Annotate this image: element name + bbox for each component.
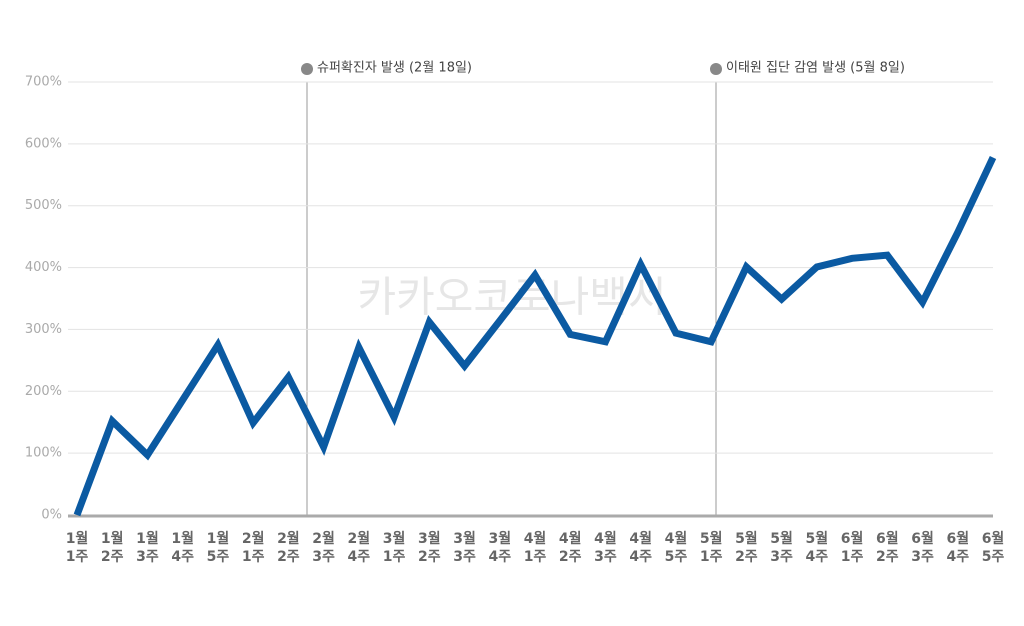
x-tick-label: 6월 1주 [840, 531, 864, 565]
x-tick-label: 4월 3주 [594, 531, 617, 565]
x-tick-label: 6월 5주 [981, 531, 1005, 565]
y-tick-label: 300% [25, 322, 62, 337]
x-tick-label: 1월 4주 [171, 531, 194, 565]
x-tick-label: 2월 4주 [347, 531, 371, 565]
x-tick-label: 6월 3주 [911, 531, 934, 565]
x-tick-label: 1월 1주 [65, 531, 89, 565]
annotation: 슈퍼확진자 발생 (2월 18일) [317, 61, 472, 76]
y-tick-label: 200% [25, 384, 62, 399]
x-tick-label: 4월 1주 [523, 531, 547, 565]
x-tick-label: 5월 3주 [770, 531, 793, 565]
y-tick-label: 100% [25, 446, 62, 461]
x-tick-label: 4월 2주 [558, 531, 582, 565]
x-tick-label: 1월 2주 [100, 531, 124, 565]
pin-icon [710, 63, 722, 75]
y-tick-label: 500% [25, 198, 62, 213]
y-tick-label: 400% [25, 260, 62, 275]
x-tick-label: 5월 1주 [699, 531, 723, 565]
x-tick-label: 2월 2주 [277, 531, 300, 565]
x-tick-label: 3월 2주 [417, 531, 441, 565]
x-tick-label: 2월 3주 [312, 531, 335, 565]
x-tick-label: 3월 3주 [453, 531, 476, 565]
data-line [73, 155, 997, 517]
x-tick-label: 4월 5주 [664, 531, 688, 565]
y-tick-label: 700% [25, 75, 62, 90]
x-tick-label: 1월 3주 [136, 531, 159, 565]
y-tick-label: 0% [41, 508, 62, 523]
x-tick-label: 3월 1주 [382, 531, 406, 565]
pin-icon [301, 63, 313, 75]
x-tick-label: 5월 4주 [805, 531, 829, 565]
x-tick-label: 3월 4주 [488, 531, 512, 565]
x-tick-label: 2월 1주 [241, 531, 265, 565]
x-tick-label: 4월 4주 [629, 531, 652, 565]
x-tick-label: 6월 2주 [875, 531, 899, 565]
x-tick-label: 1월 5주 [206, 531, 230, 565]
annotation: 이태원 집단 감염 발생 (5월 8일) [726, 61, 905, 76]
y-tick-label: 600% [25, 136, 62, 151]
x-tick-label: 5월 2주 [735, 531, 758, 565]
x-tick-label: 6월 4주 [946, 531, 970, 565]
